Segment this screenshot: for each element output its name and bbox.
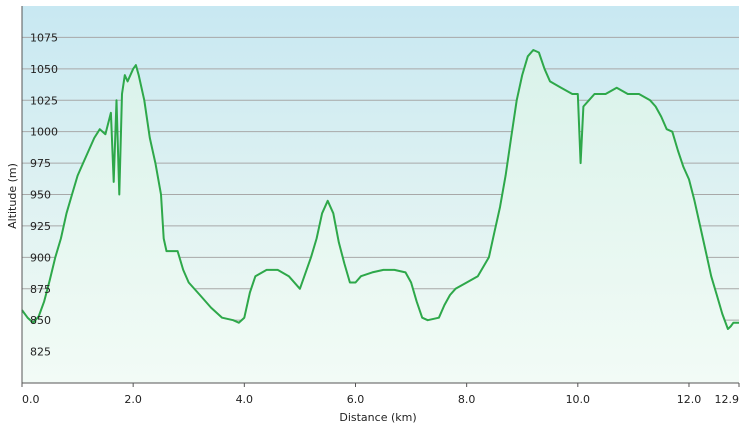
x-tick-label: 12.9 [715,393,740,406]
y-tick-labels: 825 850 875 900 925 950 975 1000 1025 1050 1075 [30,31,58,358]
x-tick-label: 8.0 [458,393,476,406]
y-tick-label: 850 [30,314,51,327]
y-tick-label: 825 [30,346,51,359]
y-tick-label: 1000 [30,126,58,139]
y-axis-label: Altitude (m) [6,163,19,229]
x-tick-label: 6.0 [347,393,365,406]
chart-axes [21,6,739,384]
x-tick-labels: 0.0 2.0 4.0 6.0 8.0 10.0 12.0 12.9 [21,383,740,406]
y-tick-label: 1075 [30,31,58,44]
y-tick-label: 875 [30,283,51,296]
x-tick-label: 4.0 [236,393,254,406]
x-axis-label: Distance (km) [339,411,416,424]
x-tick-label: 2.0 [124,393,142,406]
elevation-area-fill [22,50,739,383]
x-tick-label: 12.0 [677,393,702,406]
y-tick-label: 925 [30,220,51,233]
y-tick-label: 900 [30,251,51,264]
elevation-line [21,49,739,330]
y-tick-label: 975 [30,157,51,170]
y-tick-label: 1050 [30,63,58,76]
y-tick-label: 1025 [30,94,58,107]
x-tick-label: 10.0 [566,393,591,406]
x-tick-label: 0.0 [22,393,40,406]
y-tick-label: 950 [30,189,51,202]
